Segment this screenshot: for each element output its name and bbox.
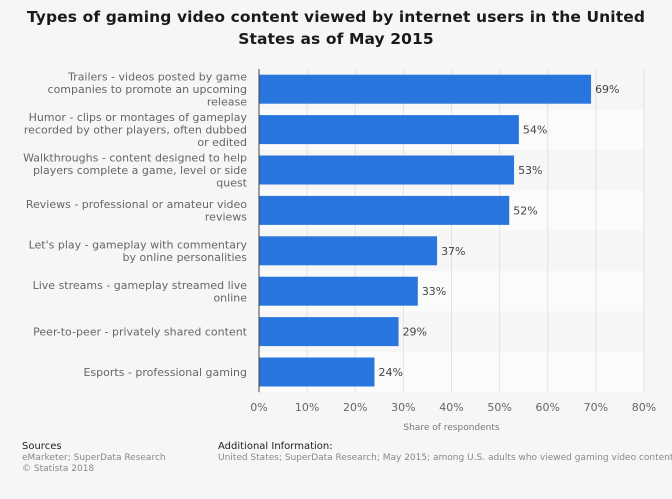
x-tick-label: 70% bbox=[584, 401, 608, 414]
category-label: Peer-to-peer - privately shared content bbox=[33, 326, 248, 339]
additional-info-block: Additional Information: United States; S… bbox=[218, 441, 672, 464]
chart-title: Types of gaming video content viewed by … bbox=[26, 8, 646, 48]
bar bbox=[259, 195, 510, 225]
value-label: 53% bbox=[518, 164, 542, 177]
bar bbox=[259, 276, 418, 306]
x-tick-label: 20% bbox=[343, 401, 367, 414]
x-tick-label: 40% bbox=[439, 401, 463, 414]
bar bbox=[259, 317, 399, 347]
sources-heading: Sources bbox=[22, 441, 62, 452]
copyright-text: © Statista 2018 bbox=[22, 464, 95, 474]
x-tick-label: 0% bbox=[250, 401, 267, 414]
bar bbox=[259, 236, 438, 266]
x-tick-label: 60% bbox=[536, 401, 560, 414]
sources-text: eMarketer; SuperData Research bbox=[22, 453, 166, 463]
category-label: Live streams - gameplay streamed live onl… bbox=[33, 279, 248, 305]
bar bbox=[259, 155, 515, 185]
category-label: Reviews - professional or amateur video r… bbox=[26, 198, 247, 224]
x-tick-label: 80% bbox=[632, 401, 656, 414]
category-label: Walkthroughs - content designed to help p… bbox=[23, 152, 248, 190]
value-label: 33% bbox=[422, 285, 446, 298]
sources-block: Sources eMarketer; SuperData Research © … bbox=[22, 441, 166, 475]
x-axis-label: Share of respondents bbox=[403, 423, 500, 433]
additional-info-heading: Additional Information: bbox=[218, 441, 333, 452]
value-label: 37% bbox=[441, 245, 465, 258]
value-label: 24% bbox=[379, 366, 403, 379]
bar bbox=[259, 357, 375, 387]
value-label: 54% bbox=[523, 124, 547, 137]
bar bbox=[259, 74, 592, 104]
value-label: 52% bbox=[513, 204, 537, 217]
x-tick-label: 50% bbox=[487, 401, 511, 414]
category-label: Let's play - gameplay with commentary by … bbox=[29, 239, 248, 264]
category-label: Trailers - videos posted by game companie… bbox=[48, 71, 248, 109]
bar bbox=[259, 115, 519, 145]
category-label: Esports - professional gaming bbox=[83, 366, 247, 379]
value-label: 69% bbox=[595, 83, 619, 96]
category-label: Humor - clips or montages of gameplay rec… bbox=[24, 111, 248, 149]
x-tick-label: 10% bbox=[295, 401, 319, 414]
additional-info-text: United States; SuperData Research; May 2… bbox=[218, 453, 672, 463]
x-tick-label: 30% bbox=[391, 401, 415, 414]
value-label: 29% bbox=[403, 326, 427, 339]
